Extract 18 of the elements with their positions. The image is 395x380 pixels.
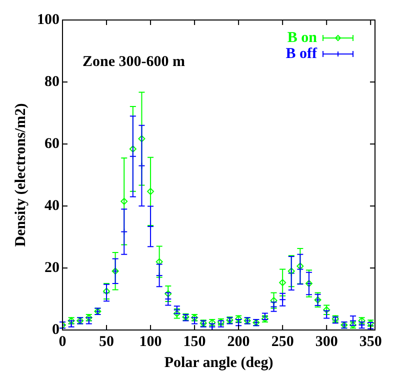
x-tick-label: 50: [99, 334, 114, 350]
y-tick-label: 20: [44, 260, 60, 276]
x-tick-label: 300: [315, 334, 338, 350]
y-tick-label: 100: [37, 12, 60, 28]
y-tick-label: 60: [44, 136, 60, 152]
y-tick-label: 80: [44, 74, 60, 90]
y-tick-label: 40: [44, 198, 60, 214]
x-tick-label: 100: [139, 334, 162, 350]
x-tick-label: 200: [227, 334, 250, 350]
x-axis-title: Polar angle (deg): [164, 354, 274, 371]
legend-label: B off: [286, 46, 318, 62]
text: Zone 300-600 m: [82, 54, 186, 70]
y-tick-label: 0: [52, 322, 60, 338]
x-tick-label: 350: [359, 334, 382, 350]
x-tick-label: 250: [271, 334, 294, 350]
x-tick-label: 150: [183, 334, 206, 350]
y-axis-title: Density (electrons/m2): [12, 103, 29, 247]
legend-label: B on: [287, 30, 318, 46]
